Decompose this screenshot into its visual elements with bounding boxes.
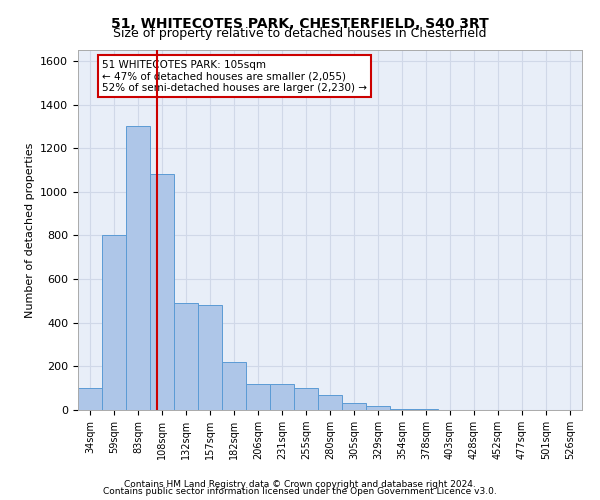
- Bar: [78, 388, 102, 410]
- Y-axis label: Number of detached properties: Number of detached properties: [25, 142, 35, 318]
- Text: Contains public sector information licensed under the Open Government Licence v3: Contains public sector information licen…: [103, 487, 497, 496]
- Bar: [102, 236, 126, 410]
- Bar: [366, 406, 390, 410]
- Bar: [318, 394, 342, 410]
- Bar: [342, 404, 366, 410]
- Bar: [126, 126, 150, 410]
- Bar: [174, 303, 198, 410]
- Bar: [294, 388, 318, 410]
- Bar: [270, 384, 294, 410]
- Bar: [198, 306, 222, 410]
- Bar: [246, 384, 270, 410]
- Bar: [222, 362, 246, 410]
- Text: 51, WHITECOTES PARK, CHESTERFIELD, S40 3RT: 51, WHITECOTES PARK, CHESTERFIELD, S40 3…: [111, 18, 489, 32]
- Text: Contains HM Land Registry data © Crown copyright and database right 2024.: Contains HM Land Registry data © Crown c…: [124, 480, 476, 489]
- Text: 51 WHITECOTES PARK: 105sqm
← 47% of detached houses are smaller (2,055)
52% of s: 51 WHITECOTES PARK: 105sqm ← 47% of deta…: [102, 60, 367, 93]
- Text: Size of property relative to detached houses in Chesterfield: Size of property relative to detached ho…: [113, 28, 487, 40]
- Bar: [150, 174, 174, 410]
